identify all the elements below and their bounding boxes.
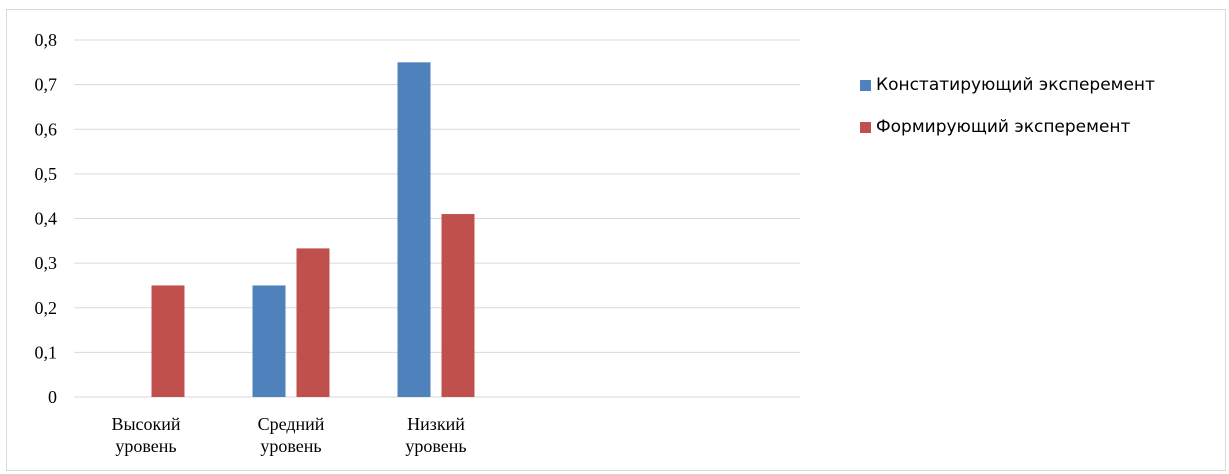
x-category-label: Средний уровень	[258, 414, 325, 456]
legend-label-constating: Констатирующий эксперемент	[876, 75, 1155, 95]
x-category-label-line: Средний	[258, 414, 325, 434]
legend-swatch-forming	[860, 121, 871, 133]
y-tick-label: 0,7	[35, 75, 58, 95]
y-tick-label: 0	[48, 387, 57, 407]
legend-label-forming: Формирующий эксперемент	[876, 117, 1131, 137]
bar-forming	[441, 214, 475, 397]
bar-constating	[397, 62, 431, 397]
legend-item-constating: Констатирующий эксперемент	[860, 72, 1155, 98]
x-category-label-line: уровень	[405, 436, 466, 456]
bar-forming	[296, 248, 330, 397]
x-category-label-line: уровень	[260, 436, 321, 456]
y-tick-label: 0,8	[35, 30, 58, 50]
y-tick-label: 0,3	[35, 253, 58, 273]
x-category-label: Высокий уровень	[111, 414, 180, 456]
x-category-label-line: Низкий	[407, 414, 465, 434]
y-tick-label: 0,6	[35, 119, 58, 139]
legend-swatch-constating	[860, 79, 871, 91]
y-tick-label: 0,2	[35, 298, 58, 318]
y-tick-label: 0,5	[35, 164, 58, 184]
legend-item-forming: Формирующий эксперемент	[860, 114, 1155, 140]
x-category-label-line: уровень	[115, 436, 176, 456]
chart-frame	[6, 9, 1226, 471]
x-category-label-line: Высокий	[111, 414, 180, 434]
bar-constating	[252, 285, 286, 397]
y-tick-label: 0,4	[35, 209, 58, 229]
legend: Констатирующий эксперемент Формирующий э…	[860, 72, 1155, 156]
x-category-label: Низкий уровень	[405, 414, 466, 456]
y-tick-label: 0,1	[35, 342, 58, 362]
bar-forming	[151, 285, 185, 397]
